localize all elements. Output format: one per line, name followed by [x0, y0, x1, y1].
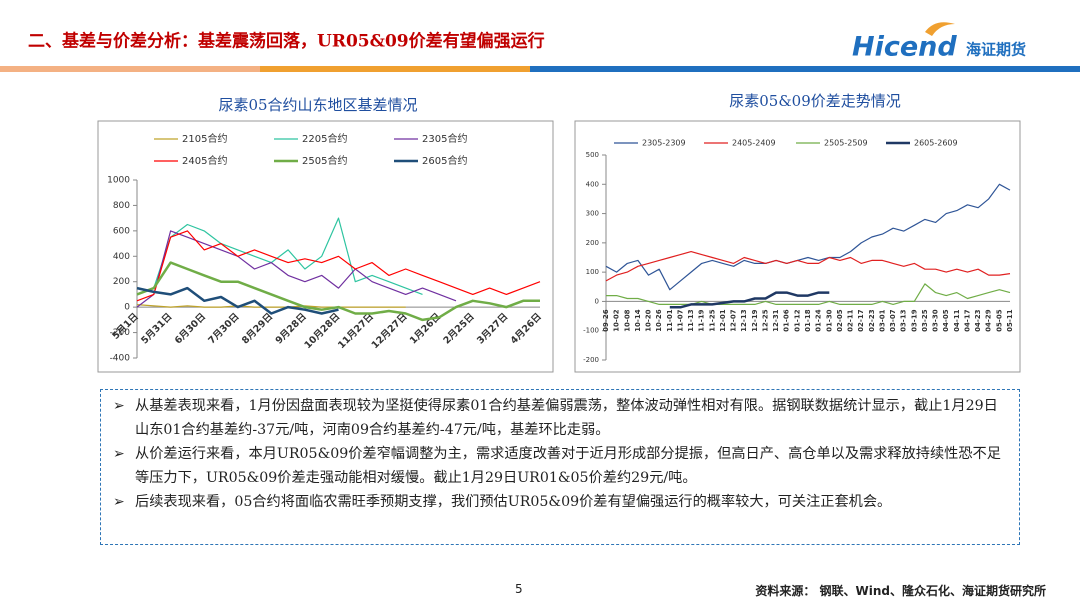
x-tick-label: 12-01: [719, 309, 727, 332]
series-line: [136, 217, 423, 295]
x-tick-label: 04-11: [953, 309, 961, 332]
y-tick-label: -100: [583, 327, 599, 335]
x-tick-label: 03-19: [910, 309, 918, 332]
commentary: 从基差表现来看，1月份因盘面表现较为坚挺使得尿素01合约基差偏弱震荡，整体波动弹…: [100, 389, 1020, 545]
bullet: 从价差运行来看，本月UR05&09价差窄幅调整为主，需求适度改善对于近月形成部分…: [113, 442, 1009, 490]
y-tick-label: 300: [586, 210, 599, 218]
x-tick-label: 10-14: [634, 309, 642, 332]
series-line: [605, 183, 1011, 291]
y-tick-label: 1000: [107, 176, 130, 186]
legend-label: 2205合约: [302, 132, 347, 145]
x-tick-label: 11-01: [666, 309, 674, 332]
legend-label: 2605合约: [422, 154, 467, 167]
series-line: [605, 251, 1011, 282]
slide-title: 二、基差与价差分析：基差震荡回落，UR05&09价差有望偏强运行: [28, 31, 545, 52]
x-tick-label: 12-13: [740, 309, 748, 332]
y-tick-label: 500: [586, 151, 599, 159]
x-tick-label: 01-12: [793, 309, 801, 332]
x-tick-label: 11-07: [676, 309, 684, 332]
legend-label: 2505-2509: [824, 139, 868, 148]
x-tick-label: 03-25: [921, 309, 929, 332]
x-tick-label: 03-13: [900, 309, 908, 332]
x-tick-label: 04-05: [942, 309, 950, 332]
x-tick-label: 03-07: [889, 309, 897, 332]
x-tick-label: 10-02: [613, 309, 621, 332]
legend-label: 2105合约: [182, 132, 227, 145]
x-tick-label: 05-11: [1006, 309, 1014, 332]
x-tick-label: 02-17: [857, 309, 865, 332]
x-tick-label: 09-26: [602, 309, 610, 332]
y-tick-label: 0: [124, 303, 130, 313]
x-tick-label: 12-07: [730, 309, 738, 332]
legend-label: 2505合约: [302, 154, 347, 167]
x-tick-label: 01-18: [804, 309, 812, 332]
series-line: [136, 230, 541, 302]
legend-label: 2405-2409: [732, 139, 776, 148]
bullet: 从基差表现来看，1月份因盘面表现较为坚挺使得尿素01合约基差偏弱震荡，整体波动弹…: [113, 394, 1009, 442]
x-tick-label: 04-23: [974, 309, 982, 332]
y-tick-label: -200: [583, 356, 599, 364]
y-tick-label: 800: [113, 201, 130, 211]
y-tick-label: 600: [113, 226, 130, 236]
y-tick-label: 200: [113, 277, 130, 287]
source-note: 资料来源： 钢联、Wind、隆众石化、海证期货研究所: [755, 584, 1046, 598]
series-line: [606, 283, 1011, 305]
x-tick-label: 04-17: [963, 309, 971, 332]
x-tick-label: 10-08: [623, 309, 631, 332]
y-tick-label: 400: [113, 252, 130, 262]
legend-label: 2305合约: [422, 132, 467, 145]
x-tick-label: 03-30: [932, 309, 940, 332]
x-tick-label: 12-19: [751, 309, 759, 332]
y-tick-label: 200: [586, 239, 599, 247]
y-tick-label: 0: [595, 297, 599, 305]
x-tick-label: 11-19: [698, 309, 706, 332]
page-number: 5: [515, 582, 523, 596]
x-tick-label: 01-06: [783, 309, 791, 332]
series-line: [669, 291, 830, 309]
x-tick-label: 04-29: [985, 309, 993, 332]
y-tick-label: 400: [586, 180, 599, 188]
series-line: [136, 304, 406, 308]
x-tick-label: 10-26: [655, 309, 663, 332]
y-tick-label: -200: [110, 328, 131, 338]
header-bar: [260, 66, 530, 72]
series-line: [136, 261, 540, 322]
y-tick-label: 100: [586, 268, 599, 276]
header-bar: [0, 66, 260, 72]
x-tick-label: 03-01: [878, 309, 886, 332]
x-tick-label: 05-05: [995, 309, 1003, 332]
x-tick-label: 11-13: [687, 309, 695, 332]
x-tick-label: 02-11: [847, 309, 855, 332]
x-tick-label: 10-20: [645, 309, 653, 332]
chart-frame: [574, 120, 1021, 373]
y-tick-label: -400: [110, 354, 131, 364]
chart-title: 尿素05合约山东地区基差情况: [218, 96, 417, 114]
chart-title: 尿素05&09价差走势情况: [729, 92, 901, 110]
series-line: [136, 230, 457, 308]
logo-swoosh: [925, 22, 955, 36]
legend-label: 2405合约: [182, 154, 227, 167]
x-tick-label: 02-23: [868, 309, 876, 332]
legend-label: 2305-2309: [642, 139, 686, 148]
series-line: [136, 286, 339, 315]
x-tick-label: 12-25: [761, 309, 769, 332]
header-bar: [530, 66, 1080, 72]
x-tick-label: 02-05: [836, 309, 844, 332]
x-tick-label: 11-25: [708, 309, 716, 332]
x-tick-label: 01-24: [815, 309, 823, 332]
x-tick-label: 12-31: [772, 309, 780, 332]
x-tick-label: 01-30: [825, 309, 833, 332]
bullet: 后续表现来看，05合约将面临农需旺季预期支撑，我们预估UR05&09价差有望偏强…: [113, 490, 1009, 514]
legend-label: 2605-2609: [914, 139, 958, 148]
logo-en: Hicend: [852, 32, 957, 63]
logo-cn: 海证期货: [966, 41, 1026, 59]
